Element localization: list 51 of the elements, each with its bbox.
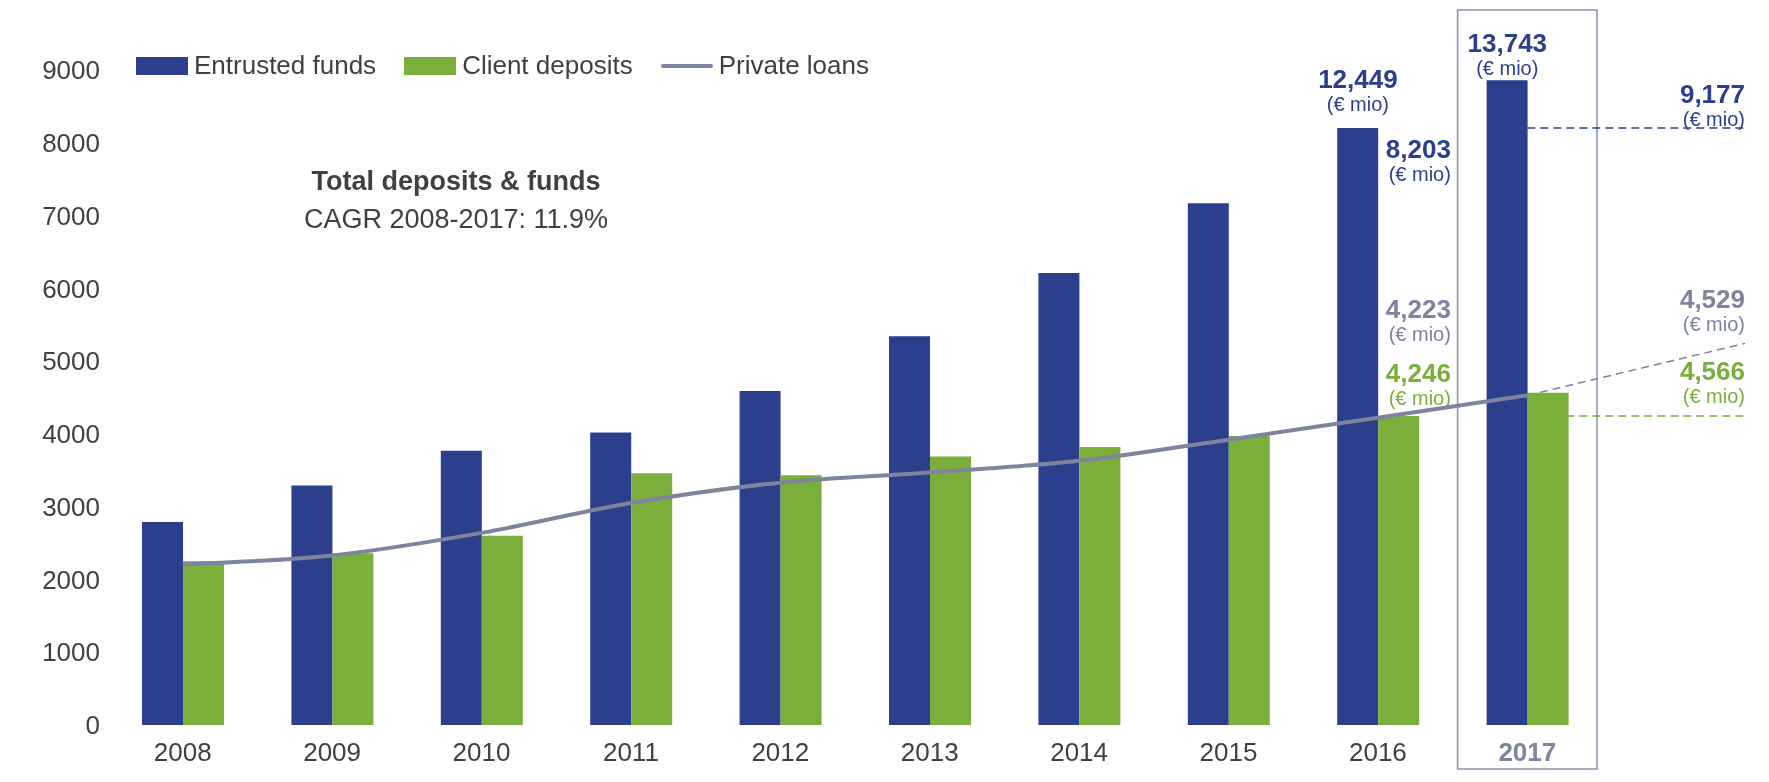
y-tick-label: 0 (85, 710, 100, 741)
annotation: 13,743 (€ mio) (1467, 28, 1548, 80)
y-tick-label: 5000 (42, 346, 100, 377)
bar (739, 390, 781, 725)
bar (142, 521, 183, 725)
bar (1038, 273, 1080, 725)
x-tick-label: 2010 (452, 737, 511, 767)
y-tick-label: 6000 (42, 273, 100, 304)
annotation: 4,566 (€ mio) (1679, 355, 1745, 407)
annotation: 12,449 (€ mio) (1318, 64, 1398, 115)
bar (889, 336, 930, 725)
bar (1079, 446, 1121, 725)
y-tick-label: 1000 (42, 637, 100, 668)
x-tick-label: 2009 (303, 737, 362, 767)
y-tick-label: 2000 (42, 564, 100, 595)
x-tick-label: 2017 (1498, 737, 1557, 767)
y-tick-label: 8000 (42, 128, 100, 159)
annotation: 4,246 (€ mio) (1385, 357, 1451, 409)
x-tick-label: 2011 (602, 737, 659, 767)
bar (291, 485, 333, 725)
bar (1228, 436, 1270, 725)
text: CAGR 2008-2017: 11.9% (303, 204, 609, 235)
legend-label: Client deposits (462, 50, 633, 81)
bar (332, 553, 374, 725)
bar (440, 450, 482, 725)
text: Total deposits & funds (311, 166, 601, 197)
annotation: 9,177 (€ mio) (1679, 79, 1745, 130)
legend-label: Entrusted funds (194, 50, 377, 81)
annotation: 8,203 (€ mio) (1385, 134, 1451, 185)
y-tick-label: 7000 (42, 200, 100, 231)
bar (183, 561, 224, 725)
bar (590, 432, 632, 725)
y-tick-label: 3000 (42, 491, 100, 522)
bar (1187, 203, 1229, 725)
bar (780, 475, 822, 725)
y-tick-label: 4000 (42, 419, 100, 450)
bar (1378, 415, 1420, 725)
x-tick-label: 2012 (751, 737, 810, 767)
bar (1337, 128, 1379, 725)
x-tick-label: 2008 (153, 737, 212, 767)
x-tick-label: 2016 (1348, 737, 1407, 767)
y-tick-label: 9000 (42, 55, 100, 86)
x-tick-label: 2014 (1050, 737, 1109, 767)
x-tick-label: 2013 (900, 737, 959, 767)
bar (481, 535, 523, 725)
bar (930, 456, 971, 725)
bar (631, 473, 673, 725)
legend-label: Private loans (718, 50, 869, 81)
annotation: 4,529 (€ mio) (1679, 284, 1745, 336)
annotation: 4,223 (€ mio) (1385, 293, 1451, 345)
x-tick-label: 2015 (1199, 737, 1258, 767)
